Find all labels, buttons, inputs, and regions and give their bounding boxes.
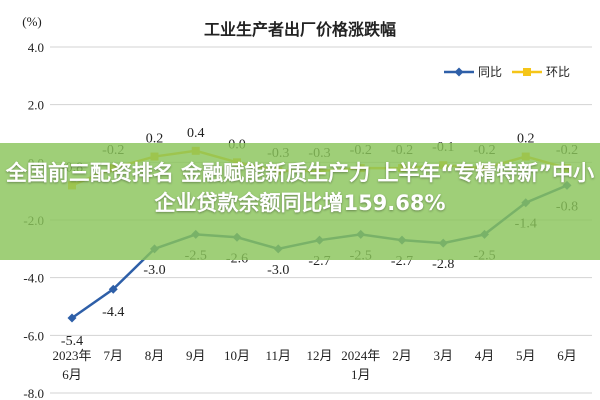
x-tick-line: 4月 (475, 348, 495, 363)
chart-title: 工业生产者出厂价格涨跌幅 (204, 20, 396, 39)
x-tick-line: 2024年 (341, 348, 380, 363)
x-tick-label: 8月 (145, 348, 165, 363)
y-tick-label: -8.0 (23, 386, 44, 400)
x-tick-label: 2月 (392, 348, 412, 363)
y-tick-label: 2.0 (28, 98, 44, 113)
x-tick-line: 7月 (103, 348, 123, 363)
y-tick-label: 4.0 (28, 40, 44, 55)
x-tick-label: 10月 (224, 348, 250, 363)
legend-marker-mom (523, 68, 531, 76)
x-tick-label: 9月 (186, 348, 206, 363)
data-label-yoy: -5.4 (61, 334, 83, 349)
x-tick-line: 11月 (265, 348, 291, 363)
x-tick-line: 2023年 (52, 348, 91, 363)
x-tick-label: 7月 (103, 348, 123, 363)
x-tick-label: 12月 (306, 348, 332, 363)
x-tick-line: 1月 (351, 367, 371, 382)
x-tick-label: 4月 (475, 348, 495, 363)
y-tick-label: -4.0 (23, 271, 44, 286)
legend-label: 同比 (478, 65, 502, 79)
data-label-mom: 0.2 (146, 132, 164, 147)
data-point-yoy (67, 313, 77, 323)
headline-text[interactable]: 全国前三配资排名 金融赋能新质生产力 上半年“专精特新”中小企业贷款余额同比增1… (5, 161, 595, 215)
data-label-yoy: -4.4 (102, 305, 124, 320)
data-label-mom: 0.4 (187, 126, 205, 141)
x-tick-label: 3月 (433, 348, 453, 363)
legend-label: 环比 (546, 65, 570, 79)
x-tick-label: 2023年 6月 (52, 348, 91, 382)
data-label-yoy: -3.0 (267, 263, 289, 278)
x-tick-label: 2024年 1月 (341, 348, 380, 382)
headline-banner (0, 143, 600, 260)
data-label-yoy: -3.0 (143, 263, 165, 278)
x-tick-line: 2月 (392, 348, 412, 363)
legend: 同比 环比 (444, 65, 570, 79)
x-tick-line: 9月 (186, 348, 206, 363)
x-axis-ticks: 2023年 6月 7月 8月 9月 10月 11月 12月 2024年 1月 2月 3月 4月 5月 6月 (52, 348, 576, 382)
x-tick-label: 5月 (516, 348, 536, 363)
x-tick-line: 6月 (62, 367, 82, 382)
x-tick-line: 12月 (306, 348, 332, 363)
x-tick-line: 6月 (557, 348, 577, 363)
data-point-yoy (108, 284, 118, 294)
x-tick-label: 6月 (557, 348, 577, 363)
x-tick-line: 3月 (433, 348, 453, 363)
y-axis-label: (%) (22, 14, 42, 29)
data-label-yoy: -2.8 (432, 257, 454, 272)
x-tick-line: 8月 (145, 348, 165, 363)
x-tick-line: 5月 (516, 348, 536, 363)
x-tick-label: 11月 (265, 348, 291, 363)
legend-marker-yoy (454, 67, 464, 77)
data-label-mom: 0.2 (517, 132, 535, 147)
y-tick-label: -6.0 (23, 328, 44, 343)
x-tick-line: 10月 (224, 348, 250, 363)
